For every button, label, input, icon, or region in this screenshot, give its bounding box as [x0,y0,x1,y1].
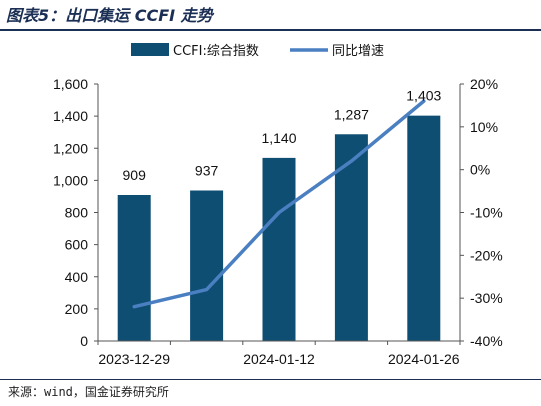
legend-swatch-bar [131,43,169,56]
footer-divider [0,379,541,380]
line-series [132,99,426,309]
title-divider [0,29,541,31]
x-tick-label: 2024-01-12 [243,351,315,367]
left-tick-label: 600 [65,237,89,253]
right-tick-label: 0% [470,162,490,178]
right-tick-label: -30% [470,290,503,306]
legend-label-line: 同比增速 [332,44,384,59]
bar-data-label: 937 [195,162,219,178]
left-tick-label: 1,600 [53,76,88,92]
bar-data-label: 1,403 [406,88,441,104]
right-tick-label: -10% [470,205,503,221]
bar-series [117,115,441,341]
data-labels: 909 937 1,140 1,287 1,403 [123,88,442,183]
bar [117,194,151,341]
bar [262,157,296,341]
legend: CCFI:综合指数 同比增速 [131,43,384,59]
legend-label-bar: CCFI:综合指数 [173,44,259,59]
axes: 0 200 400 600 800 1,000 1,200 1,400 1,600 -40% -30… [53,76,503,367]
bar-data-label: 909 [123,167,147,183]
source-note: 来源：wind，国金证券研究所 [8,385,169,399]
left-tick-label: 800 [65,205,89,221]
bar-data-label: 1,140 [261,130,296,146]
right-tick-label: -20% [470,247,503,263]
left-tick-label: 0 [80,333,88,349]
bar [334,134,368,341]
right-tick-label: -40% [470,333,503,349]
left-tick-label: 1,000 [53,172,88,188]
growth-line [132,99,426,309]
left-tick-label: 1,400 [53,108,88,124]
right-tick-label: 10% [470,119,498,135]
bar [407,115,441,341]
x-tick-label: 2023-12-29 [98,351,170,367]
chart-area: CCFI:综合指数 同比增速 0 200 400 600 800 1,000 1,200 1,4… [53,43,503,367]
left-tick-label: 1,200 [53,140,88,156]
left-tick-label: 200 [65,301,89,317]
bar [190,190,224,341]
right-tick-label: 20% [470,76,498,92]
figure-title: 图表5：出口集运 CCFI 走势 [6,6,213,25]
left-tick-label: 400 [65,269,89,285]
bar-data-label: 1,287 [334,106,369,122]
x-tick-label: 2024-01-26 [388,351,460,367]
